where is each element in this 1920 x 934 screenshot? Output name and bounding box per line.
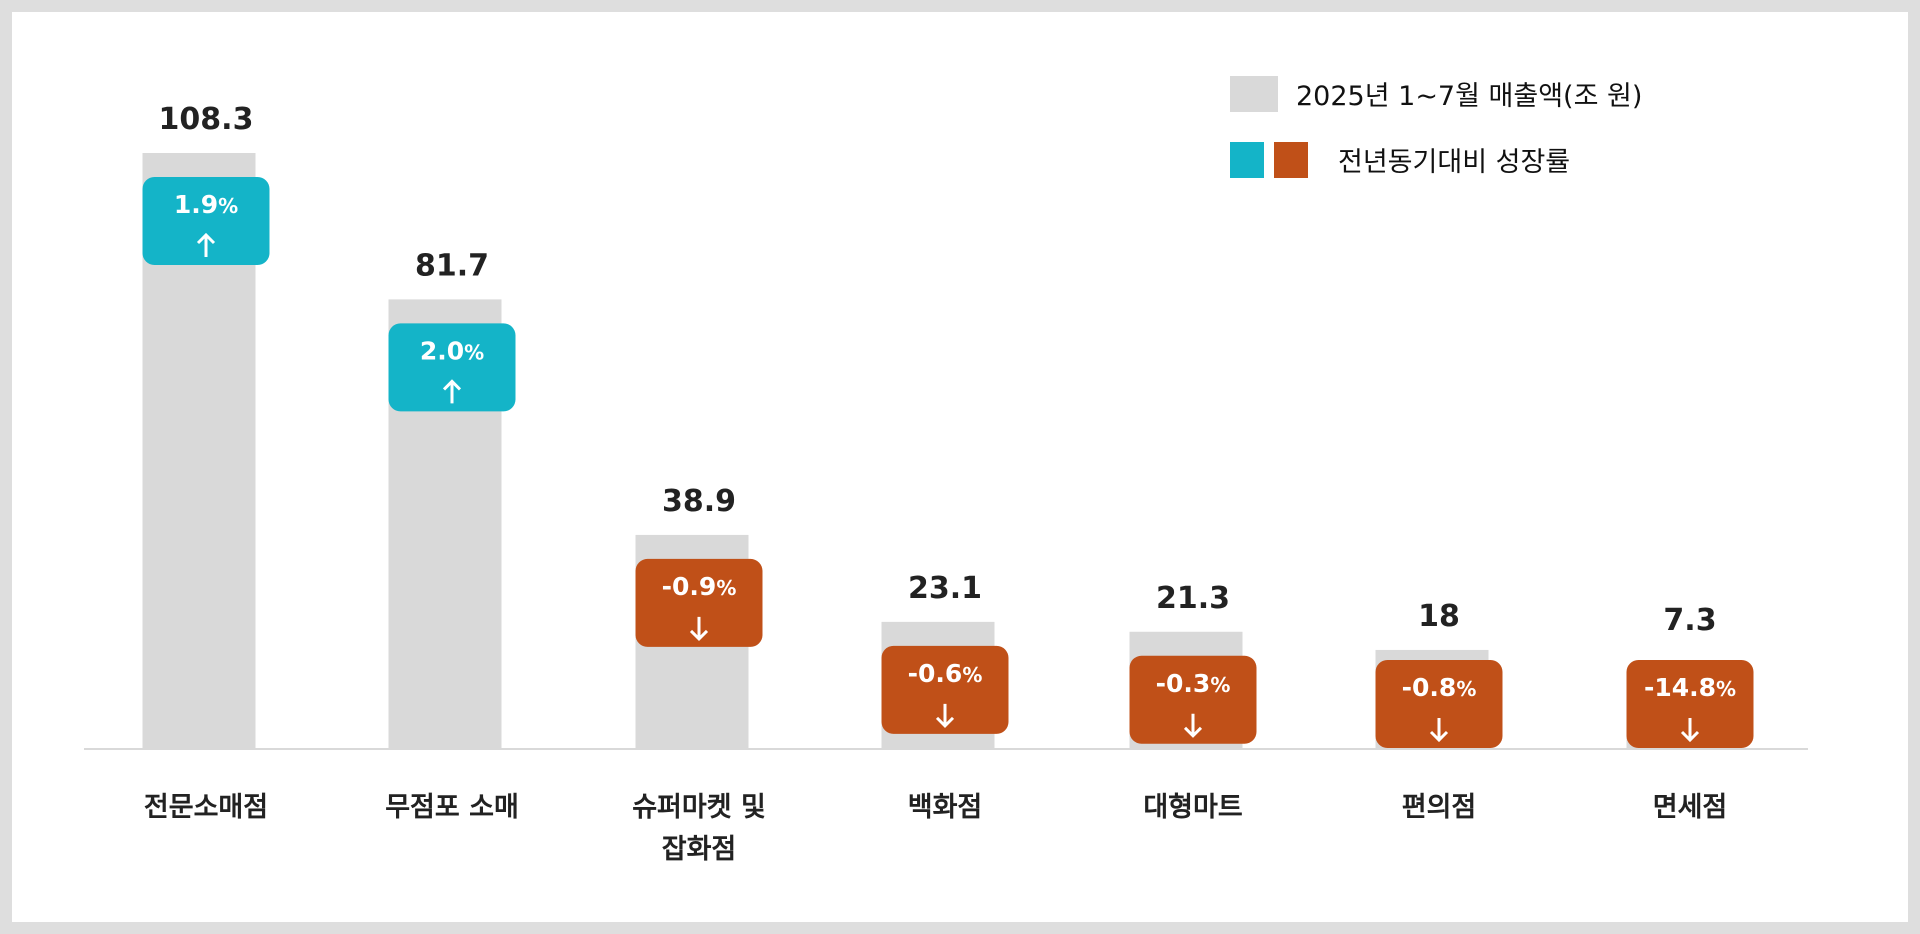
arrow-up-icon <box>196 232 216 257</box>
value-label: 38.9 <box>662 484 736 519</box>
arrow-down-icon <box>689 616 709 642</box>
category-label: 편의점 <box>1402 792 1477 823</box>
growth-label: -0.8% <box>1402 673 1477 702</box>
arrow-up-icon <box>442 379 462 404</box>
growth-badge <box>635 558 763 647</box>
growth-label: 2.0% <box>420 336 484 365</box>
arrow-down-icon <box>1429 718 1449 743</box>
arrow-down-icon <box>935 703 955 728</box>
value-label: 108.3 <box>159 102 254 137</box>
category-label: 슈퍼마켓 및 <box>632 792 766 823</box>
value-label: 81.7 <box>415 248 489 283</box>
chart-frame <box>12 12 1908 922</box>
legend-item-sales: 2025년 1~7월 매출액(조 원) <box>1230 74 1642 113</box>
legend-swatch-orange <box>1274 141 1308 178</box>
legend-label-growth: 전년동기대비 성장률 <box>1338 147 1571 178</box>
category-label: 무점포 소매 <box>385 792 519 823</box>
value-label: 21.3 <box>1156 581 1230 616</box>
category-label: 대형마트 <box>1143 792 1242 823</box>
category-label: 전문소매점 <box>144 792 268 823</box>
arrow-down-icon <box>1183 713 1203 738</box>
category-label: 면세점 <box>1653 792 1728 823</box>
arrow-down-icon <box>1680 718 1700 743</box>
category-label: 잡화점 <box>662 834 737 865</box>
growth-badge <box>881 645 1009 734</box>
growth-label: -0.9% <box>662 572 737 601</box>
legend-label-sales: 2025년 1~7월 매출액(조 원) <box>1296 81 1643 112</box>
growth-badge <box>388 323 516 412</box>
growth-label: 1.9% <box>174 190 238 219</box>
growth-label: -14.8% <box>1644 673 1736 702</box>
value-label: 7.3 <box>1663 603 1716 638</box>
growth-badge <box>1129 655 1257 744</box>
growth-badge <box>1626 660 1754 748</box>
legend-swatch-teal <box>1230 141 1264 178</box>
category-label: 백화점 <box>908 792 983 823</box>
growth-badge <box>1375 660 1503 748</box>
growth-badge <box>142 177 270 265</box>
growth-label: -0.6% <box>908 659 983 688</box>
legend-item-growth: 전년동기대비 성장률 <box>1230 140 1570 179</box>
legend-swatch-gray <box>1230 75 1278 112</box>
growth-label: -0.3% <box>1156 669 1231 698</box>
value-label: 18 <box>1418 599 1460 634</box>
value-label: 23.1 <box>908 571 982 606</box>
